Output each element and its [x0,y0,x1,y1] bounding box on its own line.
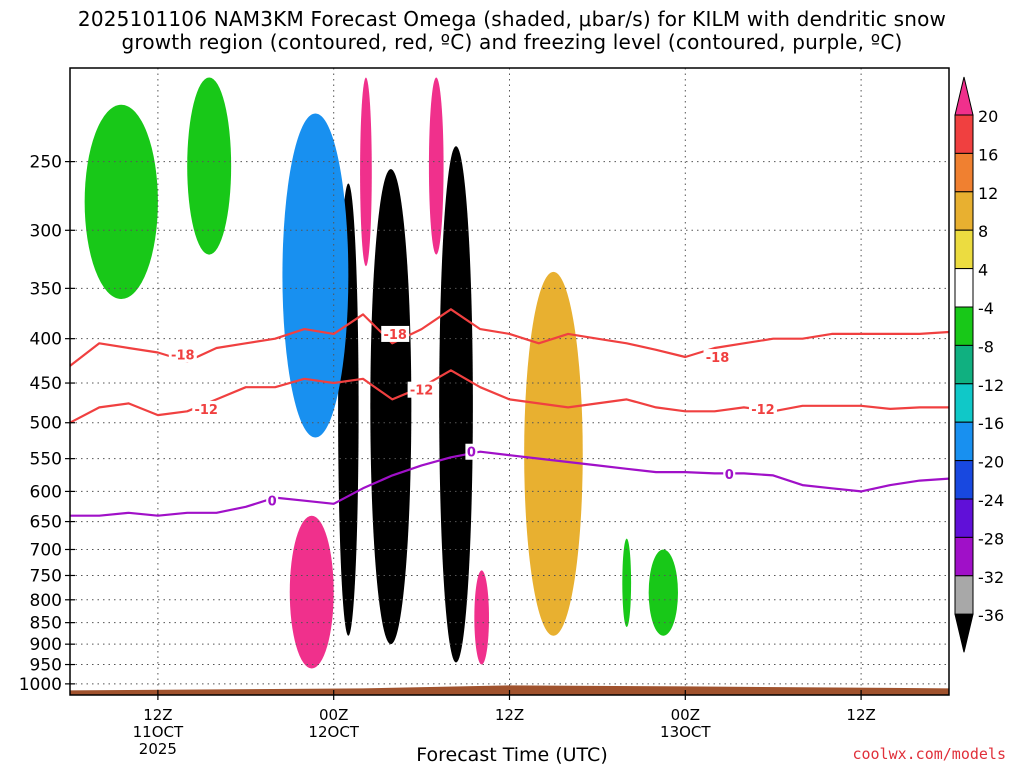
y-tick-label: 450 [30,374,62,394]
x-axis-label: Forecast Time (UTC) [416,744,608,766]
axis-layer: 2503003504004505005506006507007508008509… [19,153,876,758]
contour-label: -12 [751,403,775,418]
contour-label: -18 [706,351,730,366]
x-tick-label: 12Z [495,706,524,724]
colorbar-cap-bottom [954,613,974,653]
contour-label: 0 [467,446,476,461]
chart-title-line1: 2025101106 NAM3KM Forecast Omega (shaded… [77,7,947,31]
colorbar-label: -20 [978,453,1004,472]
omega-region [622,538,632,628]
contour-line [69,369,949,424]
colorbar: 20 16 12 8 4 -4 -8 -12 -16 -20 -24 -28 -32 -36 [954,76,1004,653]
x-tick-label: 2025 [139,740,177,758]
omega-region [370,169,412,645]
colorbar-label: 8 [978,222,988,241]
omega-shading-layer [84,77,678,669]
colorbar-label: -32 [978,568,1004,587]
contour-layer: -18 -18 -18 -12 -12 -12 0 0 0 [69,308,950,517]
contour-label: 0 [268,495,277,510]
grid-layer [70,68,949,695]
colorbar-bin [954,383,974,423]
colorbar-label: 12 [978,184,998,203]
y-tick-label: 600 [30,482,62,502]
x-tick-label: 11OCT [133,723,184,741]
y-tick-label: 750 [30,566,62,586]
y-tick-label: 900 [30,635,62,655]
colorbar-label: -8 [978,337,994,356]
chart-title-line2: growth region (contoured, red, ºC) and f… [121,30,903,54]
y-tick-label: 300 [30,221,62,241]
colorbar-bin [954,344,974,385]
omega-region [439,146,473,663]
omega-region [360,77,372,267]
x-tick-label: 13OCT [660,723,711,741]
y-tick-label: 550 [30,450,62,470]
colorbar-bin [954,306,974,346]
contour-label-bg [381,325,410,342]
contour-label-bg [465,443,478,460]
colorbar-label: -24 [978,491,1004,510]
contour-line [69,308,950,367]
x-tick-label: 00Z [319,706,348,724]
colorbar-label: 20 [978,107,998,126]
contour-label-bg [703,349,732,366]
colorbar-bin [954,575,974,615]
colorbar-label: -16 [978,414,1004,433]
colorbar-bin [954,498,974,538]
y-tick-label: 350 [30,279,62,299]
y-tick-label: 950 [30,656,62,676]
colorbar-bin [954,421,974,462]
colorbar-label: -36 [978,606,1004,625]
omega-region [428,77,444,255]
y-tick-label: 500 [30,414,62,434]
contour-label: -18 [171,348,195,363]
colorbar-label: -12 [978,376,1004,395]
y-tick-label: 700 [30,540,62,560]
omega-region [282,113,349,438]
credit-link[interactable]: coolwx.com/models [852,745,1006,763]
colorbar-bin [954,191,974,231]
contour-label: 0 [725,468,734,483]
colorbar-bin [954,536,974,577]
contour-label: -12 [410,384,434,399]
x-tick-label: 12Z [143,706,172,724]
y-tick-label: 650 [30,513,62,533]
omega-region [187,77,232,255]
colorbar-label: -4 [978,299,994,318]
contour-label-bg [266,492,279,509]
x-tick-label: 12OCT [308,723,359,741]
colorbar-bin [954,152,974,193]
omega-region [289,515,334,669]
contour-label-bg [723,466,736,483]
colorbar-bin [954,229,974,270]
y-tick-label: 850 [30,614,62,634]
omega-region [474,570,489,665]
x-tick-label: 00Z [671,706,700,724]
colorbar-label: 16 [978,145,998,164]
contour-label-bg [192,400,221,417]
colorbar-bin [954,268,974,308]
contour-label: -12 [194,403,218,418]
contour-label: -18 [383,328,407,343]
contour-line [70,450,950,517]
y-tick-label: 800 [30,591,62,611]
y-tick-label: 1000 [19,675,62,695]
colorbar-label: 4 [978,261,988,280]
omega-region [648,549,678,636]
colorbar-bin [954,114,974,154]
y-tick-label: 250 [30,153,62,173]
contour-label-bg [168,346,197,363]
colorbar-bin [954,460,974,500]
contour-label-bg [407,381,436,398]
omega-region [84,104,158,299]
colorbar-cap-top [954,76,974,116]
colorbar-label: -28 [978,529,1004,548]
x-tick-label: 12Z [846,706,875,724]
contour-label-bg [748,400,777,417]
omega-region [524,271,583,636]
y-tick-label: 400 [30,330,62,350]
